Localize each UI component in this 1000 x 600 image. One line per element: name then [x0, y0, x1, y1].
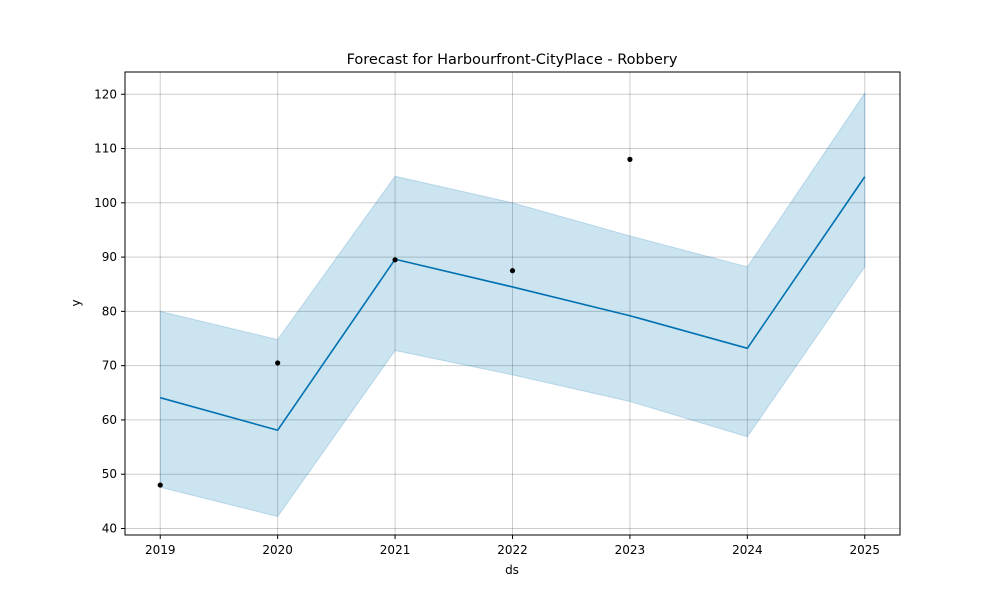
y-tick-label: 60 [102, 413, 117, 427]
forecast-line [160, 176, 866, 432]
y-tick-label: 50 [102, 467, 117, 481]
y-tick-label: 80 [102, 304, 117, 318]
actual-point [392, 257, 398, 263]
uncertainty-interval-band [159, 91, 866, 518]
y-axis-ticks: 40 50 60 70 80 90 100 110 120 [94, 87, 125, 535]
actual-points [157, 156, 633, 488]
actual-point [509, 268, 516, 274]
x-tick-label: 2021 [380, 543, 411, 557]
y-tick-label: 70 [102, 359, 117, 373]
x-axis-label: ds [505, 563, 519, 577]
actual-point [627, 156, 633, 162]
grid [125, 72, 900, 535]
x-tick-label: 2019 [145, 543, 176, 557]
x-axis-ticks: 2019 2020 2021 2022 2023 2024 2025 [145, 535, 880, 557]
x-tick-label: 2022 [497, 543, 528, 557]
y-axis-label: y [69, 299, 83, 306]
x-tick-label: 2023 [615, 543, 646, 557]
y-tick-label: 120 [94, 87, 117, 101]
x-tick-label: 2020 [262, 543, 293, 557]
y-tick-label: 90 [102, 250, 117, 264]
y-tick-label: 40 [102, 521, 117, 535]
actual-point [157, 482, 163, 488]
chart-title: Forecast for Harbourfront-CityPlace - Ro… [347, 52, 678, 68]
y-tick-label: 110 [94, 142, 117, 156]
x-tick-label: 2024 [732, 543, 763, 557]
y-tick-label: 100 [94, 196, 117, 210]
x-tick-label: 2025 [849, 543, 880, 557]
actual-point [275, 360, 281, 366]
